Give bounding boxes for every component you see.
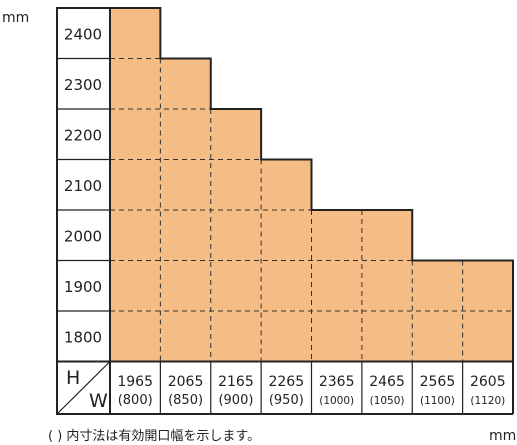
staircase-outline <box>109 7 514 362</box>
width-label-2365: 2365 <box>319 374 355 390</box>
width-label-1965: 1965 <box>117 374 153 390</box>
width-label-2465: 2465 <box>369 374 405 390</box>
unit-label-bottom: mm <box>489 428 516 444</box>
width-label-2265: 2265 <box>268 374 304 390</box>
width-label-2565: 2565 <box>420 374 456 390</box>
height-label-2100: 2100 <box>64 177 102 195</box>
available-cell-2465 <box>361 210 413 362</box>
opening-width-label-2465: (1050) <box>370 395 405 407</box>
height-label-1900: 1900 <box>64 278 102 296</box>
available-cell-2365 <box>311 210 362 362</box>
table-frame <box>56 7 514 415</box>
corner-diagonal <box>56 361 111 415</box>
opening-width-label-2165: (900) <box>218 393 253 408</box>
opening-width-label-2365: (1000) <box>319 395 354 407</box>
height-label-2400: 2400 <box>64 25 102 43</box>
height-label-2000: 2000 <box>64 227 102 245</box>
opening-width-label-2605: (1120) <box>470 395 505 407</box>
unit-label-top: mm <box>2 10 29 26</box>
width-label-2065: 2065 <box>168 374 204 390</box>
height-column-frame <box>56 7 111 415</box>
width-label-2605: 2605 <box>470 374 506 390</box>
corner-w-label: W <box>89 390 108 412</box>
labels: mm mm ( ) 内寸法は有効開口幅を示します。 H W 2400 2300 22… <box>2 10 516 444</box>
opening-width-label-2565: (1100) <box>420 395 455 407</box>
opening-width-label-2065: (850) <box>168 393 203 408</box>
available-cell-2165 <box>210 109 262 362</box>
footnote: ( ) 内寸法は有効開口幅を示します。 <box>48 428 260 444</box>
height-label-2300: 2300 <box>64 76 102 94</box>
grid-lines <box>110 58 513 362</box>
opening-width-label-1965: (800) <box>118 393 153 408</box>
available-cell-1965 <box>110 8 161 362</box>
opening-width-label-2265: (950) <box>269 393 304 408</box>
height-label-1800: 1800 <box>64 328 102 346</box>
corner-h-label: H <box>66 367 80 389</box>
width-label-2165: 2165 <box>218 374 254 390</box>
height-label-2200: 2200 <box>64 126 102 144</box>
